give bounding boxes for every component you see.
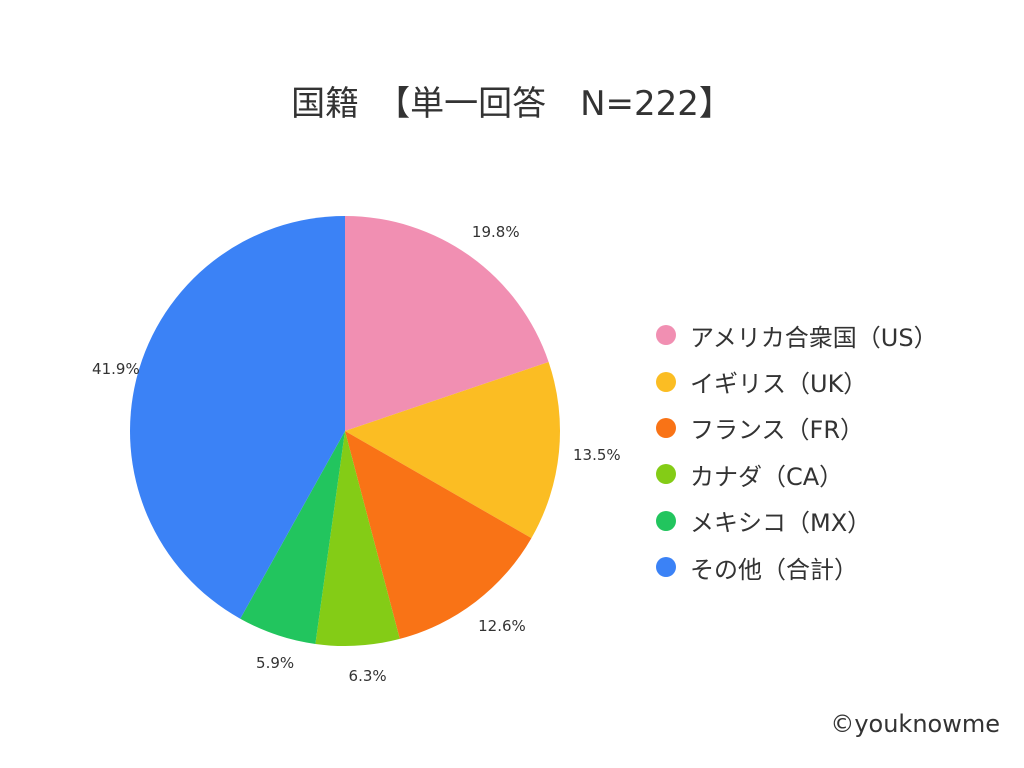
legend-label: イギリス（UK） <box>690 370 868 399</box>
legend-label: カナダ（CA） <box>690 462 844 491</box>
legend-label: その他（合計） <box>690 555 858 584</box>
legend-dot-icon <box>656 325 676 346</box>
slice-percent-label: 12.6% <box>478 616 526 635</box>
legend-dot-icon <box>656 510 676 531</box>
pie-slice <box>240 431 345 644</box>
slice-percent-label: 41.9% <box>92 360 140 379</box>
legend-label: フランス（FR） <box>690 416 865 445</box>
copyright-credit: ©youknowme <box>830 710 1000 738</box>
chart-title: 国籍 【単一回答 N=222】 <box>291 84 733 124</box>
legend-dot-icon <box>656 371 676 392</box>
legend-item-uk: イギリス（UK） <box>656 358 938 404</box>
legend-item-fr: フランス（FR） <box>656 405 938 451</box>
legend-label: アメリカ合衆国（US） <box>690 323 938 352</box>
pie-slice <box>315 431 400 646</box>
legend-item-other: その他（合計） <box>656 544 938 590</box>
slice-percent-label: 6.3% <box>348 666 387 685</box>
pie-slice <box>130 216 345 619</box>
slice-percent-label: 19.8% <box>471 222 520 241</box>
legend-item-ca: カナダ（CA） <box>656 451 938 497</box>
slice-percent-label: 13.5% <box>573 445 621 464</box>
pie-slice <box>345 361 560 539</box>
legend-dot-icon <box>656 557 676 578</box>
legend-label: メキシコ（MX） <box>690 509 872 538</box>
legend-item-us: アメリカ合衆国（US） <box>656 312 938 358</box>
legend: アメリカ合衆国（US） イギリス（UK） フランス（FR） カナダ（CA） メキ… <box>656 312 938 590</box>
legend-dot-icon <box>656 464 676 485</box>
legend-item-mx: メキシコ（MX） <box>656 498 938 544</box>
legend-dot-icon <box>656 417 676 438</box>
pie-slice <box>345 216 549 431</box>
slice-percent-label: 5.9% <box>256 654 295 673</box>
pie-slice <box>345 431 532 639</box>
